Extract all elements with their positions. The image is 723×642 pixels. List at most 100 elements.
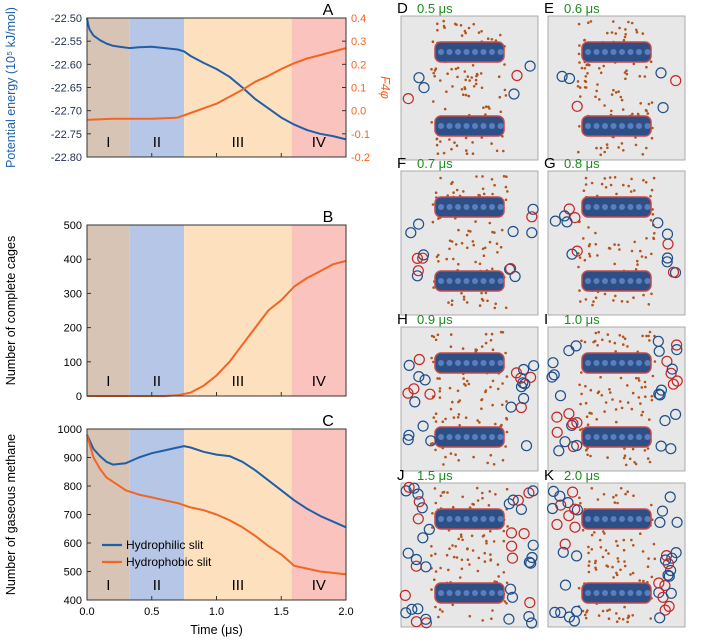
charts-layer: I II III IV-22.50-22.55-22.60-22.65-22.70-2… [4, 2, 392, 637]
methane-dot [634, 268, 638, 271]
methane-dot [610, 31, 614, 34]
slab-atom [585, 49, 591, 55]
methane-dot [618, 26, 621, 30]
methane-dot [505, 175, 508, 178]
slab-atom [472, 49, 478, 55]
slab-atom [619, 516, 625, 522]
methane-dot [496, 387, 500, 391]
slab-atom [602, 123, 608, 129]
cage-ring [527, 485, 539, 497]
slab-atom [610, 49, 617, 55]
slab-atom [610, 123, 617, 129]
stage-label: II [153, 134, 161, 151]
methane-dot [618, 248, 621, 251]
slab-atom [455, 278, 461, 284]
methane-dot [586, 453, 589, 457]
methane-dot [455, 23, 458, 27]
methane-dot [616, 501, 619, 505]
methane-dot [603, 532, 606, 535]
methane-dot [632, 62, 636, 66]
cage-ring [659, 554, 672, 566]
methane-dot [647, 303, 651, 306]
snapshot-bg [400, 170, 539, 316]
methane-dot [593, 561, 597, 565]
methane-dot [638, 579, 641, 582]
methane-dot [649, 194, 652, 198]
y-tick-label: 500 [64, 567, 82, 579]
cage-ring [553, 445, 565, 457]
methane-dot [437, 217, 440, 220]
methane-dot [433, 487, 437, 490]
methane-dot [628, 457, 632, 461]
methane-dot [491, 192, 494, 196]
methane-dot [589, 20, 593, 23]
methane-dot [577, 150, 580, 154]
methane-dot [468, 563, 471, 566]
methane-dot [583, 79, 587, 83]
methane-dot [491, 609, 494, 612]
slab-atom [610, 590, 617, 596]
slab-atom [602, 360, 608, 366]
methane-dot [589, 411, 592, 415]
slab-atom [463, 278, 470, 284]
snapshot-f: F 0.7 μs [397, 155, 539, 316]
methane-dot [432, 100, 435, 103]
cage-ring [570, 605, 583, 618]
methane-dot [449, 345, 453, 349]
snapshot-h: H 0.9 μs [397, 311, 540, 472]
stage-label: IV [312, 373, 326, 390]
methane-dot [645, 237, 648, 240]
methane-dot [471, 502, 474, 506]
methane-dot [577, 586, 581, 590]
slab-atom [644, 49, 651, 55]
series-line [86, 434, 347, 529]
methane-dot [589, 454, 592, 458]
slab-atom [602, 516, 608, 522]
slab-atom [463, 360, 470, 366]
y2-tick-label: -0.2 [351, 152, 370, 164]
methane-dot [594, 296, 598, 300]
methane-dot [623, 605, 626, 609]
methane-dot [449, 333, 453, 336]
methane-dot [447, 568, 450, 572]
snapshot-bg [400, 326, 539, 472]
methane-dot [445, 257, 449, 261]
slab-atom [610, 516, 617, 522]
slab-atom [636, 360, 642, 366]
methane-dot [606, 565, 610, 568]
cage-ring [505, 527, 518, 539]
methane-dot [442, 463, 445, 466]
methane-dot [612, 576, 615, 579]
methane-dot [610, 93, 614, 96]
methane-dot [606, 31, 609, 35]
stage-label: III [232, 134, 245, 151]
methane-dot [585, 611, 588, 614]
methane-dot [472, 85, 476, 88]
methane-dot [595, 418, 598, 421]
stage-label: I [106, 134, 110, 151]
methane-dot [598, 538, 602, 542]
slab-atom [438, 434, 444, 440]
methane-dot [627, 20, 630, 24]
methane-dot [495, 149, 499, 153]
methane-dot [615, 620, 619, 623]
methane-dot [490, 178, 494, 181]
snapshot-time: 0.8 μs [564, 156, 600, 171]
cage-ring [402, 92, 414, 105]
methane-dot [645, 146, 648, 150]
methane-dot [503, 600, 507, 603]
cage-ring [546, 502, 559, 515]
methane-dot [439, 566, 442, 570]
methane-dot [491, 267, 494, 271]
methane-dot [630, 249, 634, 253]
methane-dot [615, 571, 618, 575]
y2-axis-label: F4φ [378, 76, 392, 99]
methane-dot [468, 614, 472, 618]
methane-dot [442, 490, 446, 494]
methane-dot [432, 286, 435, 289]
cage-ring [667, 266, 680, 278]
methane-dot [480, 30, 483, 33]
methane-dot [432, 416, 436, 419]
